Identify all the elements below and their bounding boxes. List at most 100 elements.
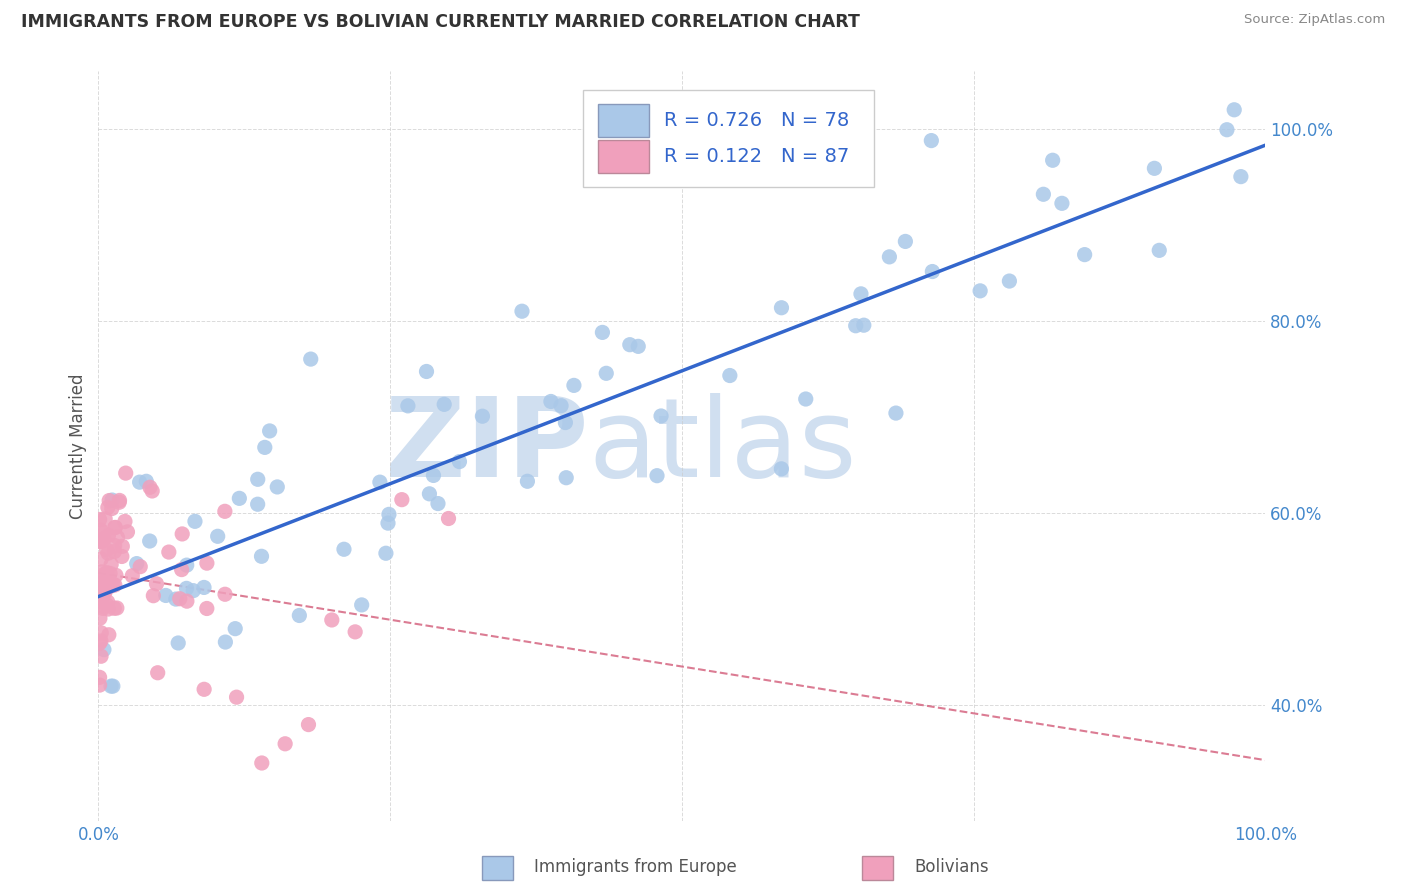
Point [138,534,160,549]
Point [97,628,120,642]
Point [718,368,741,383]
Point [139,480,162,494]
Point [225,690,247,705]
Point [96,598,118,612]
Point [89,594,111,608]
Text: IMMIGRANTS FROM EUROPE VS BOLIVIAN CURRENTLY MARRIED CORRELATION CHART: IMMIGRANTS FROM EUROPE VS BOLIVIAN CURRE… [21,13,860,31]
Point [794,392,817,406]
Point [176,558,198,573]
FancyBboxPatch shape [598,139,650,172]
Point [100,679,122,693]
Point [93,532,115,546]
Point [224,622,246,636]
Point [100,558,122,572]
Point [645,468,668,483]
Point [894,235,917,249]
Point [921,264,943,278]
Point [172,527,194,541]
Text: atlas: atlas [589,392,858,500]
Point [114,466,136,480]
Point [165,592,187,607]
Point [852,318,875,333]
Point [111,539,134,553]
Point [89,512,111,526]
Point [97,602,120,616]
Point [89,589,111,603]
Point [101,501,124,516]
Point [89,670,111,684]
Point [595,367,617,381]
Point [350,598,373,612]
Point [1042,153,1064,168]
Point [104,520,127,534]
Point [114,515,136,529]
Point [321,613,343,627]
Point [193,682,215,697]
Point [98,566,121,581]
Point [105,601,128,615]
Point [101,679,124,693]
Point [1230,169,1253,184]
Text: Immigrants from Europe: Immigrants from Europe [534,858,737,876]
Point [449,454,471,468]
Point [90,523,112,537]
Point [104,520,127,534]
Point [104,578,127,592]
Point [1149,244,1171,258]
Point [879,250,901,264]
Text: Bolivians: Bolivians [914,858,988,876]
Point [214,587,236,601]
Point [121,568,143,582]
Point [176,582,198,596]
Point [540,394,562,409]
Point [103,601,125,615]
Point [90,625,112,640]
Point [422,468,444,483]
Point [103,544,125,558]
Point [101,493,124,508]
Point [91,578,114,592]
Point [266,480,288,494]
Point [93,586,115,600]
Point [89,611,111,625]
Point [418,487,440,501]
Point [770,462,793,476]
Point [125,557,148,571]
Text: R = 0.122: R = 0.122 [665,146,762,166]
Point [89,636,111,650]
Point [117,524,139,539]
Point [90,649,112,664]
Point [94,585,117,599]
Point [108,493,131,508]
Point [90,599,112,613]
Point [167,636,190,650]
Point [619,337,641,351]
Point [195,556,218,570]
Point [550,399,572,413]
Text: N = 87: N = 87 [782,146,849,166]
Point [142,589,165,603]
Point [100,579,122,593]
Point [93,642,115,657]
Point [195,601,218,615]
Point [1050,196,1073,211]
Point [344,624,367,639]
Point [107,530,129,544]
Point [90,634,112,648]
Point [555,471,578,485]
Point [426,497,449,511]
Point [145,576,167,591]
Point [377,516,399,530]
Point [96,575,118,590]
Point [94,512,117,526]
Point [1143,161,1166,176]
Point [97,528,120,542]
Point [259,424,281,438]
Point [97,574,120,588]
Point [627,339,650,353]
Point [135,475,157,489]
Text: N = 78: N = 78 [782,111,849,129]
Point [176,594,198,608]
Point [169,591,191,606]
Point [157,545,180,559]
